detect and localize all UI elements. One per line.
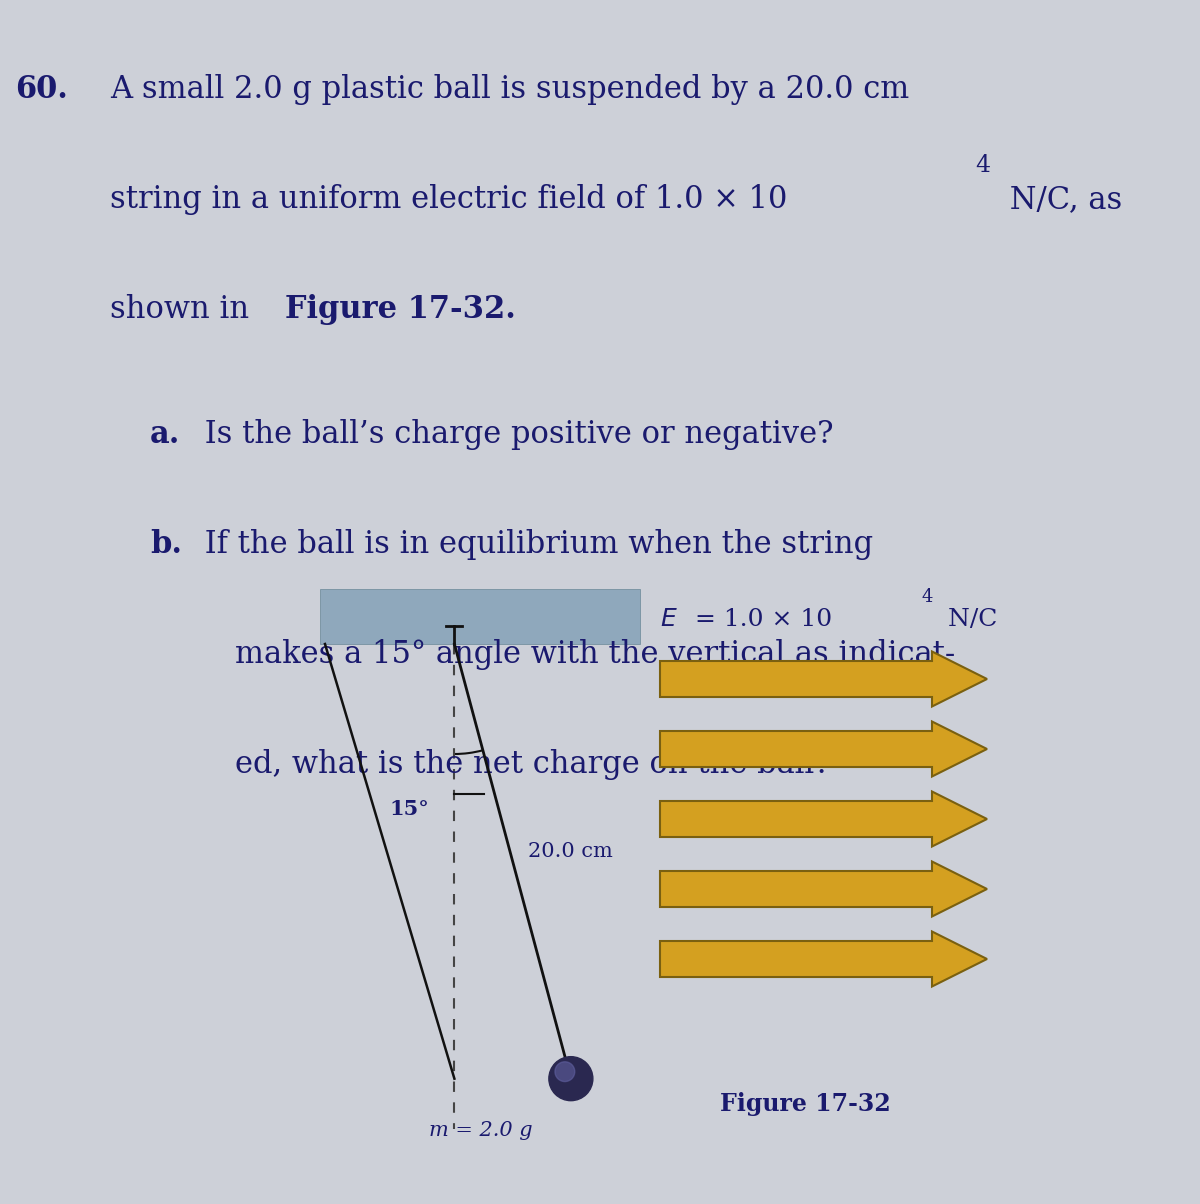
Text: 15°: 15°: [390, 799, 430, 819]
Circle shape: [548, 1057, 593, 1100]
Text: string in a uniform electric field of 1.0 × 10: string in a uniform electric field of 1.…: [110, 184, 787, 216]
Text: shown in: shown in: [110, 294, 259, 325]
FancyArrow shape: [660, 651, 986, 707]
FancyArrow shape: [660, 862, 986, 916]
Text: $E$: $E$: [660, 608, 678, 631]
Text: 4: 4: [974, 154, 990, 177]
Text: 60.: 60.: [14, 73, 68, 105]
Text: A small 2.0 g plastic ball is suspended by a 20.0 cm: A small 2.0 g plastic ball is suspended …: [110, 73, 910, 105]
FancyArrow shape: [660, 721, 986, 777]
Text: m = 2.0 g: m = 2.0 g: [430, 1121, 533, 1140]
Text: Is the ball’s charge positive or negative?: Is the ball’s charge positive or negativ…: [194, 419, 834, 450]
FancyArrow shape: [660, 932, 986, 986]
Circle shape: [554, 1062, 575, 1081]
Text: 20.0 cm: 20.0 cm: [528, 842, 612, 861]
Text: b.: b.: [150, 529, 182, 560]
FancyArrow shape: [660, 791, 986, 846]
Text: = 1.0 × 10: = 1.0 × 10: [695, 608, 832, 631]
Text: N/C: N/C: [940, 608, 997, 631]
Text: If the ball is in equilibrium when the string: If the ball is in equilibrium when the s…: [194, 529, 874, 560]
Text: a.: a.: [150, 419, 180, 450]
Text: N/C, as: N/C, as: [1000, 184, 1122, 216]
Text: Figure 17-32.: Figure 17-32.: [286, 294, 516, 325]
Bar: [320, 589, 640, 644]
Text: ed, what is the net charge on the ball?: ed, what is the net charge on the ball?: [235, 749, 830, 780]
Text: makes a 15° angle with the vertical as indicat-: makes a 15° angle with the vertical as i…: [235, 639, 955, 669]
Text: Figure 17-32: Figure 17-32: [720, 1092, 890, 1116]
Text: 4: 4: [922, 588, 934, 606]
